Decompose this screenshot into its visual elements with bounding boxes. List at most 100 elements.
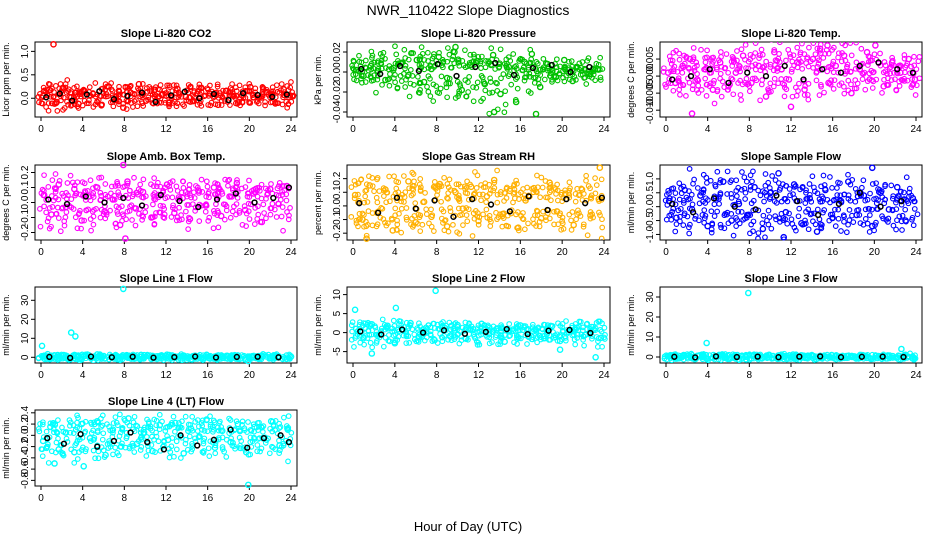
panel-6-data-point [860,192,868,199]
panel-6-cloud-point [708,229,715,236]
panel-7-x-tick-label: 8 [122,370,128,381]
panel-1-cloud-point [173,82,180,89]
panel-8-cloud-point [589,335,595,342]
panel-6-cloud-point [733,223,740,229]
panel-3-cloud-point [793,84,799,91]
panel-7-overlay-point [87,353,95,360]
panel-6-cloud-point [819,222,825,228]
panel-4-cloud-point [206,194,212,201]
panel-3-data-point [880,83,888,90]
panel-10-cloud-point [200,450,207,456]
panel-3-cloud-point [859,76,866,82]
panel-10-cloud-point [116,433,123,439]
panel-9-data-point [680,351,688,359]
panel-4-cloud-point [41,172,47,179]
panel-2-cloud-point [470,58,477,65]
panel-5-cloud-point [519,215,526,222]
panel-6-overlay-point [877,203,884,210]
panel-1-cloud-point [60,106,66,113]
panel-4-x-tick-label: 8 [122,247,128,258]
panel-10-cloud-point [99,436,106,443]
panel-7-data-point [250,353,257,361]
panel-2-cloud-point [549,67,556,74]
panel-5-cloud-point [472,208,479,214]
panel-3-cloud-point [838,80,845,87]
panel-5-cloud-point [348,184,355,190]
panel-3-cloud-point [902,64,909,71]
panel-8-cloud-point [489,339,495,345]
panel-6-cloud-point [796,198,803,204]
panel-7-data-point [101,355,108,362]
panel-10-cloud-point [219,444,226,450]
panel-8-cloud-point [552,334,559,341]
panel-5-cloud-point [387,198,393,205]
panel-5-x-tick-label: 12 [473,247,485,258]
panel-5-cloud-point [520,210,526,216]
panel-3-data-point [771,48,778,56]
panel-6-data-point [885,206,893,213]
panel-10-cloud-point [288,429,295,436]
panel-4-cloud-point [278,213,285,220]
panel-3-data-point [679,62,686,70]
panel-6-cloud-point [769,173,775,179]
panel-5-cloud-point [371,188,377,195]
panel-2-data-point [458,86,466,94]
panel-9-cloud-point [790,355,797,362]
panel-5-cloud-point [366,173,372,180]
panel-4-cloud-point [132,222,139,229]
panel-4: Slope Amb. Box Temp.degrees C per min.0 4… [1,151,298,258]
panel-8-cloud-point [406,339,413,346]
panel-3-cloud-point [686,65,692,72]
panel-3-overlay-point [725,79,732,87]
panel-6-data-point [902,217,909,224]
panel-6-cloud-point [728,194,735,201]
panel-5-data-point [537,214,545,222]
panel-4-overlay-point [101,199,108,206]
panel-2-data-point [428,65,435,73]
panel-8-cloud-point [454,326,461,332]
panel-5-cloud-point [475,221,482,228]
panel-7-x-tick-label: 16 [202,370,214,381]
panel-6-cloud-point [747,183,754,190]
panel-2-cloud-point [427,75,433,82]
panel-4-cloud-point [115,182,121,189]
panel-6-overlay-point [710,195,718,202]
panel-10-cloud-point [38,446,45,452]
panel-1-data-point [98,101,105,109]
panel-3-cloud-point [781,93,788,100]
panel-4-cloud-point [115,189,122,195]
panel-2-y-tick-label: -0.02 [332,80,343,103]
panel-3-cloud-point [714,66,720,73]
panel-5-cloud-point [572,198,579,205]
panel-6-cloud-point [714,168,721,175]
panel-8-cloud-point [486,334,493,341]
panel-8-cloud-point [439,334,446,341]
panel-6-cloud-point [702,212,709,219]
panel-9-x-tick-label: 20 [869,370,881,381]
panel-2-cloud-point [513,63,519,69]
panel-2-cloud-point [553,68,560,75]
panel-5-data-point [428,213,435,221]
panel-2-data-point [390,64,398,72]
panel-4-cloud-point [90,213,97,220]
panel-5-cloud-point [395,189,402,196]
panel-5-cloud-point [592,175,598,181]
panel-4-y-tick-label: -0.2 [20,223,31,241]
panel-6-cloud-point [686,166,693,172]
panel-7-data-point [140,351,148,359]
panel-5-cloud-point [539,184,546,191]
panel-4-cloud-point [81,217,88,224]
panel-5-cloud-point [441,174,447,181]
panel-3-cloud-point [753,77,760,84]
panel-10-cloud-point [123,429,130,436]
panel-5-cloud-point [575,207,581,214]
panel-4-cloud-point [45,184,52,190]
panel-6-cloud-point [866,206,873,212]
panel-7-data-point [218,353,226,360]
panel-1-cloud-point [170,82,177,88]
panel-3-cloud-point [873,76,880,83]
panel-1-cloud-point [139,92,146,99]
panel-10-cloud-point [91,419,97,426]
panel-2-cloud-point [421,57,428,63]
